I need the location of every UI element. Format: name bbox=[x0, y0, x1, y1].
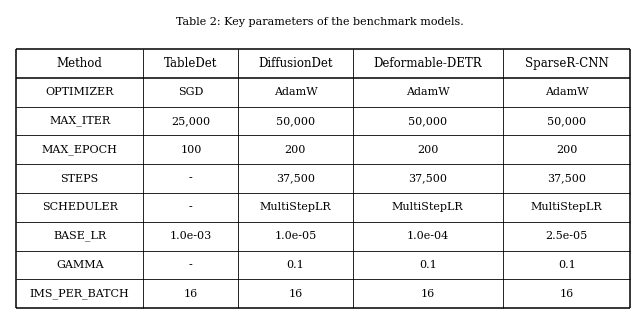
Text: 37,500: 37,500 bbox=[408, 173, 447, 184]
Text: 1.0e-04: 1.0e-04 bbox=[406, 231, 449, 241]
Text: MultiStepLR: MultiStepLR bbox=[260, 202, 332, 212]
Text: -: - bbox=[189, 173, 193, 184]
Text: DiffusionDet: DiffusionDet bbox=[258, 57, 333, 70]
Text: AdamW: AdamW bbox=[274, 87, 317, 97]
Text: SparseR-CNN: SparseR-CNN bbox=[525, 57, 609, 70]
Text: 200: 200 bbox=[417, 145, 438, 155]
Text: 0.1: 0.1 bbox=[287, 260, 304, 270]
Text: 100: 100 bbox=[180, 145, 202, 155]
Text: 2.5e-05: 2.5e-05 bbox=[545, 231, 588, 241]
Text: GAMMA: GAMMA bbox=[56, 260, 104, 270]
Text: 50,000: 50,000 bbox=[276, 116, 315, 126]
Text: MAX_ITER: MAX_ITER bbox=[49, 116, 110, 126]
Text: AdamW: AdamW bbox=[406, 87, 449, 97]
Text: 50,000: 50,000 bbox=[547, 116, 586, 126]
Text: 200: 200 bbox=[285, 145, 306, 155]
Text: 25,000: 25,000 bbox=[172, 116, 211, 126]
Text: SGD: SGD bbox=[178, 87, 204, 97]
Text: AdamW: AdamW bbox=[545, 87, 589, 97]
Text: -: - bbox=[189, 202, 193, 212]
Text: 1.0e-05: 1.0e-05 bbox=[275, 231, 317, 241]
Text: 50,000: 50,000 bbox=[408, 116, 447, 126]
Text: SCHEDULER: SCHEDULER bbox=[42, 202, 118, 212]
Text: MAX_EPOCH: MAX_EPOCH bbox=[42, 144, 118, 155]
Text: OPTIMIZER: OPTIMIZER bbox=[45, 87, 114, 97]
Text: 0.1: 0.1 bbox=[419, 260, 436, 270]
Text: 200: 200 bbox=[556, 145, 577, 155]
Text: MultiStepLR: MultiStepLR bbox=[531, 202, 602, 212]
Text: 16: 16 bbox=[420, 289, 435, 299]
Text: 16: 16 bbox=[184, 289, 198, 299]
Text: STEPS: STEPS bbox=[61, 173, 99, 184]
Text: 37,500: 37,500 bbox=[276, 173, 315, 184]
Text: 16: 16 bbox=[559, 289, 574, 299]
Text: TableDet: TableDet bbox=[164, 57, 218, 70]
Text: MultiStepLR: MultiStepLR bbox=[392, 202, 463, 212]
Text: 0.1: 0.1 bbox=[558, 260, 575, 270]
Text: Method: Method bbox=[57, 57, 102, 70]
Text: IMS_PER_BATCH: IMS_PER_BATCH bbox=[30, 288, 130, 299]
Text: Deformable-DETR: Deformable-DETR bbox=[374, 57, 482, 70]
Text: -: - bbox=[189, 260, 193, 270]
Text: BASE_LR: BASE_LR bbox=[53, 231, 106, 241]
Text: 37,500: 37,500 bbox=[547, 173, 586, 184]
Text: 1.0e-03: 1.0e-03 bbox=[170, 231, 212, 241]
Text: 16: 16 bbox=[288, 289, 303, 299]
Text: Table 2: Key parameters of the benchmark models.: Table 2: Key parameters of the benchmark… bbox=[176, 17, 464, 27]
